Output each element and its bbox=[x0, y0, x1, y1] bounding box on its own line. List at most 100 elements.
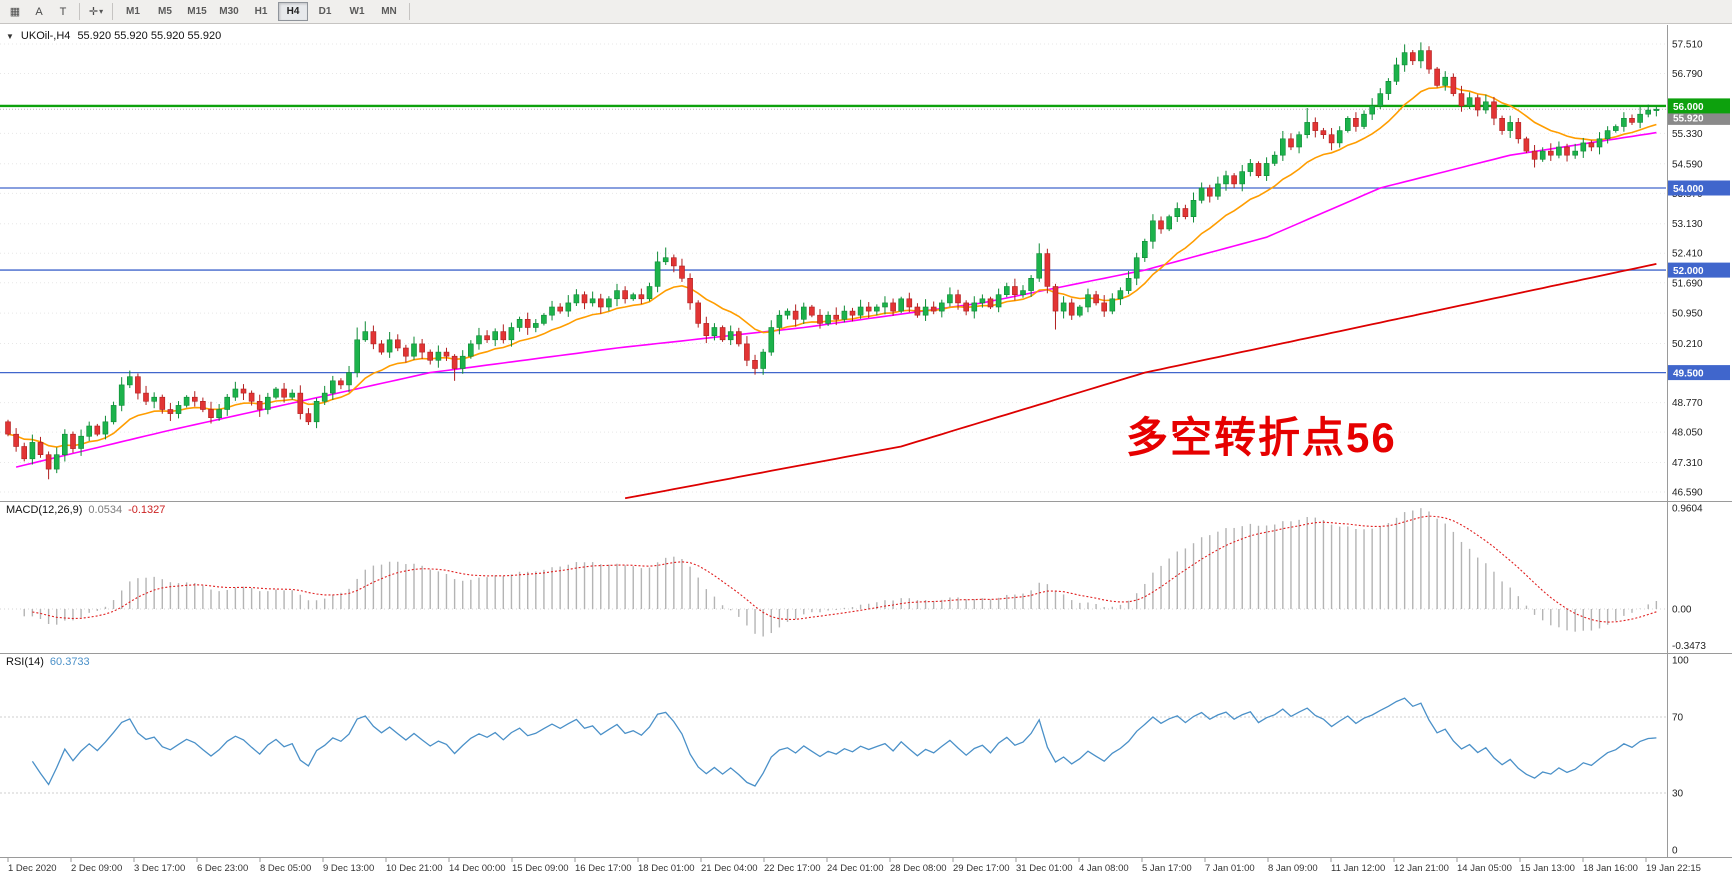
bid-price-badge: 55.920 bbox=[1668, 109, 1730, 125]
svg-text:7 Jan 01:00: 7 Jan 01:00 bbox=[1205, 863, 1255, 874]
svg-text:100: 100 bbox=[1672, 656, 1689, 667]
svg-text:18 Jan 16:00: 18 Jan 16:00 bbox=[1583, 863, 1638, 874]
svg-text:0.00: 0.00 bbox=[1672, 605, 1692, 616]
ma-medium-line bbox=[15, 131, 1657, 468]
horizontal-price-lines[interactable] bbox=[0, 104, 1666, 374]
svg-text:14 Dec 00:00: 14 Dec 00:00 bbox=[449, 863, 506, 874]
svg-text:0: 0 bbox=[1672, 846, 1678, 857]
svg-text:5 Jan 17:00: 5 Jan 17:00 bbox=[1142, 863, 1192, 874]
svg-text:49.500: 49.500 bbox=[1673, 369, 1704, 380]
svg-text:55.920: 55.920 bbox=[1673, 113, 1704, 124]
tf-button-d1[interactable]: D1 bbox=[318, 6, 332, 17]
rsi-value: 60.3733 bbox=[49, 656, 90, 668]
svg-text:15 Jan 13:00: 15 Jan 13:00 bbox=[1520, 863, 1575, 874]
crosshair-icon: ✛ bbox=[88, 6, 99, 18]
svg-text:24 Dec 01:00: 24 Dec 01:00 bbox=[827, 863, 884, 874]
macd-signal-value: -0.1327 bbox=[128, 504, 166, 516]
timeframe-group: M1 M5 M15 M30 H1 H4 D1 W1 MN bbox=[117, 2, 405, 21]
svg-text:9 Dec 13:00: 9 Dec 13:00 bbox=[323, 863, 374, 874]
pane-separators[interactable] bbox=[0, 25, 1732, 858]
svg-text:14 Jan 05:00: 14 Jan 05:00 bbox=[1457, 863, 1512, 874]
svg-text:8 Dec 05:00: 8 Dec 05:00 bbox=[260, 863, 311, 874]
price-gridlines bbox=[0, 43, 1666, 794]
svg-text:50.210: 50.210 bbox=[1672, 339, 1703, 350]
hline-price-badge: 54.000 bbox=[1668, 180, 1730, 196]
svg-text:-0.3473: -0.3473 bbox=[1672, 641, 1706, 652]
annotate-a-icon[interactable]: A bbox=[35, 5, 43, 18]
chart-symbol-header: ▼ UKOil-,H4 55.920 55.920 55.920 55.920 bbox=[6, 30, 221, 42]
svg-text:15 Dec 09:00: 15 Dec 09:00 bbox=[512, 863, 569, 874]
hline-price-badge: 49.500 bbox=[1668, 365, 1730, 381]
toolbar-separator bbox=[112, 3, 113, 20]
rsi-label-text: RSI(14) bbox=[6, 656, 44, 668]
price-scale[interactable]: 57.51056.79055.33054.59053.87053.13052.4… bbox=[1672, 40, 1706, 857]
svg-text:55.330: 55.330 bbox=[1672, 129, 1703, 140]
svg-text:56.790: 56.790 bbox=[1672, 69, 1703, 80]
crosshair-tool-button[interactable]: ✛ ▾ bbox=[85, 1, 107, 22]
symbol-name: UKOil-,H4 bbox=[20, 30, 71, 42]
macd-pane-label: MACD(12,26,9) 0.0534 -0.1327 bbox=[6, 504, 165, 516]
collapse-triangle-icon[interactable]: ▼ bbox=[6, 31, 14, 41]
svg-text:12 Jan 21:00: 12 Jan 21:00 bbox=[1394, 863, 1449, 874]
chinese-annotation-text: 多空转折点56 bbox=[1126, 414, 1397, 461]
svg-text:53.130: 53.130 bbox=[1672, 219, 1703, 230]
svg-text:31 Dec 01:00: 31 Dec 01:00 bbox=[1016, 863, 1073, 874]
svg-text:10 Dec 21:00: 10 Dec 21:00 bbox=[386, 863, 443, 874]
tf-button-m5[interactable]: M5 bbox=[158, 6, 172, 17]
svg-text:4 Jan 08:00: 4 Jan 08:00 bbox=[1079, 863, 1129, 874]
top-toolbar: ▦ A T ✛ ▾ M1 M5 M15 M30 H1 H4 D1 W1 MN bbox=[0, 0, 1732, 24]
svg-text:70: 70 bbox=[1672, 713, 1684, 724]
svg-text:57.510: 57.510 bbox=[1672, 40, 1703, 51]
svg-text:2 Dec 09:00: 2 Dec 09:00 bbox=[71, 863, 122, 874]
rsi-pane-label: RSI(14) 60.3733 bbox=[6, 656, 90, 668]
svg-text:3 Dec 17:00: 3 Dec 17:00 bbox=[134, 863, 185, 874]
toolbar-separator bbox=[409, 3, 410, 20]
tf-button-w1[interactable]: W1 bbox=[349, 6, 365, 17]
svg-text:11 Jan 12:00: 11 Jan 12:00 bbox=[1331, 863, 1385, 874]
macd-histogram bbox=[23, 508, 1658, 637]
svg-text:29 Dec 17:00: 29 Dec 17:00 bbox=[953, 863, 1010, 874]
chart-window-icon[interactable]: ▦ bbox=[9, 6, 21, 18]
svg-text:18 Dec 01:00: 18 Dec 01:00 bbox=[638, 863, 695, 874]
svg-text:47.310: 47.310 bbox=[1672, 458, 1703, 469]
svg-text:48.050: 48.050 bbox=[1672, 428, 1703, 439]
svg-text:54.000: 54.000 bbox=[1673, 184, 1704, 195]
svg-text:52.000: 52.000 bbox=[1673, 266, 1704, 277]
toolbar-separator bbox=[79, 3, 80, 20]
tf-button-h4[interactable]: H4 bbox=[278, 2, 308, 21]
svg-text:48.770: 48.770 bbox=[1672, 398, 1703, 409]
svg-text:0.9604: 0.9604 bbox=[1672, 504, 1703, 515]
svg-text:8 Jan 09:00: 8 Jan 09:00 bbox=[1268, 863, 1318, 874]
svg-text:51.690: 51.690 bbox=[1672, 278, 1703, 289]
svg-text:50.950: 50.950 bbox=[1672, 309, 1703, 320]
svg-text:46.590: 46.590 bbox=[1672, 488, 1703, 499]
svg-text:19 Jan 22:15: 19 Jan 22:15 bbox=[1646, 863, 1701, 874]
symbol-ohlc-values: 55.920 55.920 55.920 55.920 bbox=[77, 30, 222, 42]
svg-text:28 Dec 08:00: 28 Dec 08:00 bbox=[890, 863, 947, 874]
hline-price-badge: 52.000 bbox=[1668, 262, 1730, 278]
svg-text:54.590: 54.590 bbox=[1672, 159, 1703, 170]
svg-text:22 Dec 17:00: 22 Dec 17:00 bbox=[764, 863, 821, 874]
svg-text:6 Dec 23:00: 6 Dec 23:00 bbox=[197, 863, 248, 874]
candles bbox=[5, 42, 1660, 480]
svg-text:16 Dec 17:00: 16 Dec 17:00 bbox=[575, 863, 632, 874]
tf-button-m1[interactable]: M1 bbox=[126, 6, 140, 17]
dropdown-arrow-icon: ▾ bbox=[99, 7, 104, 16]
svg-text:21 Dec 04:00: 21 Dec 04:00 bbox=[701, 863, 758, 874]
tf-button-h1[interactable]: H1 bbox=[254, 6, 268, 17]
time-scale[interactable]: 1 Dec 2020 2 Dec 09:00 3 Dec 17:00 6 Dec 23… bbox=[7, 857, 1701, 875]
ma-slow-line bbox=[624, 263, 1657, 500]
hline-price-badge: 56.000 bbox=[1668, 98, 1730, 114]
svg-text:56.000: 56.000 bbox=[1673, 102, 1704, 113]
rsi-line bbox=[31, 697, 1657, 787]
svg-text:30: 30 bbox=[1672, 789, 1684, 800]
text-tool-icon[interactable]: T bbox=[59, 5, 67, 18]
macd-main-value: 0.0534 bbox=[88, 504, 123, 516]
svg-text:52.410: 52.410 bbox=[1672, 249, 1703, 260]
tf-button-m30[interactable]: M30 bbox=[219, 6, 239, 17]
svg-text:1 Dec 2020: 1 Dec 2020 bbox=[8, 863, 57, 874]
tf-button-m15[interactable]: M15 bbox=[187, 6, 207, 17]
ma-fast-line bbox=[7, 85, 1657, 448]
tf-button-mn[interactable]: MN bbox=[381, 6, 397, 17]
